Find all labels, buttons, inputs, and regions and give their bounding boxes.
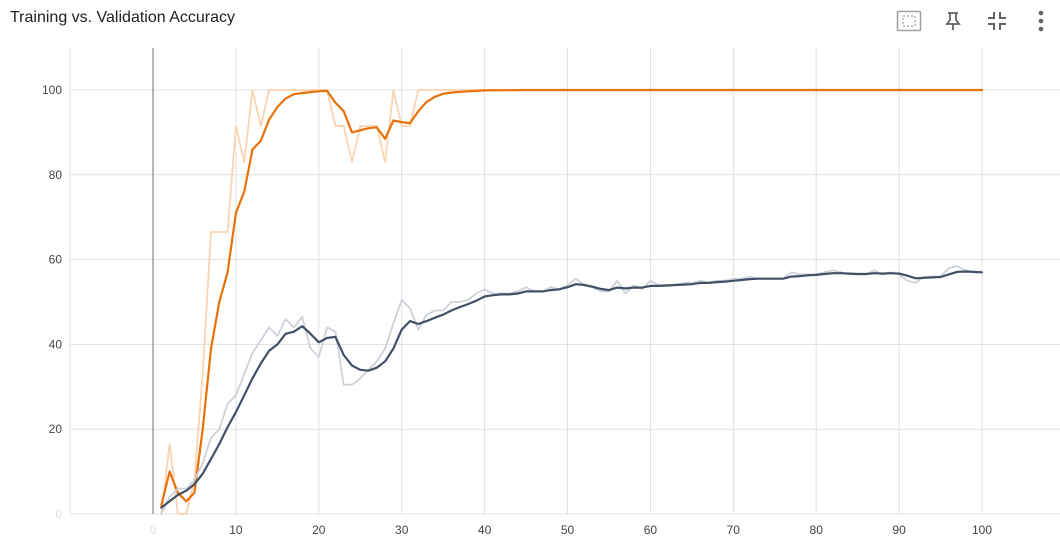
chart-grid: [69, 48, 1060, 515]
fit-domain-button[interactable]: [896, 8, 922, 34]
x-tick-label-70: 70: [727, 523, 741, 537]
y-tick-label-40: 40: [49, 337, 63, 351]
x-tick-label-50: 50: [561, 523, 575, 537]
series-line-acc_raw[interactable]: [160, 89, 983, 515]
series-line-val_raw[interactable]: [160, 265, 983, 515]
y-tick-label-60: 60: [49, 253, 63, 267]
y-tick-label-20: 20: [49, 422, 63, 436]
x-tick-label-30: 30: [395, 523, 409, 537]
y-tick-label-0: 0: [55, 507, 62, 521]
more-vert-icon: [1038, 10, 1044, 32]
collapse-icon: [988, 12, 1006, 30]
x-tick-label-0: 0: [150, 523, 157, 537]
more-options-button[interactable]: [1028, 8, 1054, 34]
y-tick-label-100: 100: [42, 83, 62, 97]
chart-title: Training vs. Validation Accuracy: [10, 9, 235, 26]
collapse-button[interactable]: [984, 8, 1010, 34]
pin-button[interactable]: [940, 8, 966, 34]
x-tick-label-40: 40: [478, 523, 492, 537]
series-line-val_smooth[interactable]: [160, 270, 984, 509]
series-line-acc_smooth[interactable]: [160, 88, 984, 507]
x-tick-label-10: 10: [229, 523, 243, 537]
x-tick-label-90: 90: [892, 523, 906, 537]
chart-axes: 0 20 40 60 80 100 0 10 20 30 40 50 60 70 80 90 100: [42, 83, 992, 537]
x-tick-label-20: 20: [312, 523, 326, 537]
pin-icon: [945, 12, 961, 30]
chart-series: [160, 88, 984, 515]
x-tick-label-60: 60: [644, 523, 658, 537]
x-tick-label-80: 80: [810, 523, 824, 537]
x-tick-label-100: 100: [972, 523, 992, 537]
chart-toolbar: [878, 8, 1054, 34]
y-tick-label-80: 80: [49, 168, 63, 182]
fit-domain-icon: [896, 10, 922, 32]
